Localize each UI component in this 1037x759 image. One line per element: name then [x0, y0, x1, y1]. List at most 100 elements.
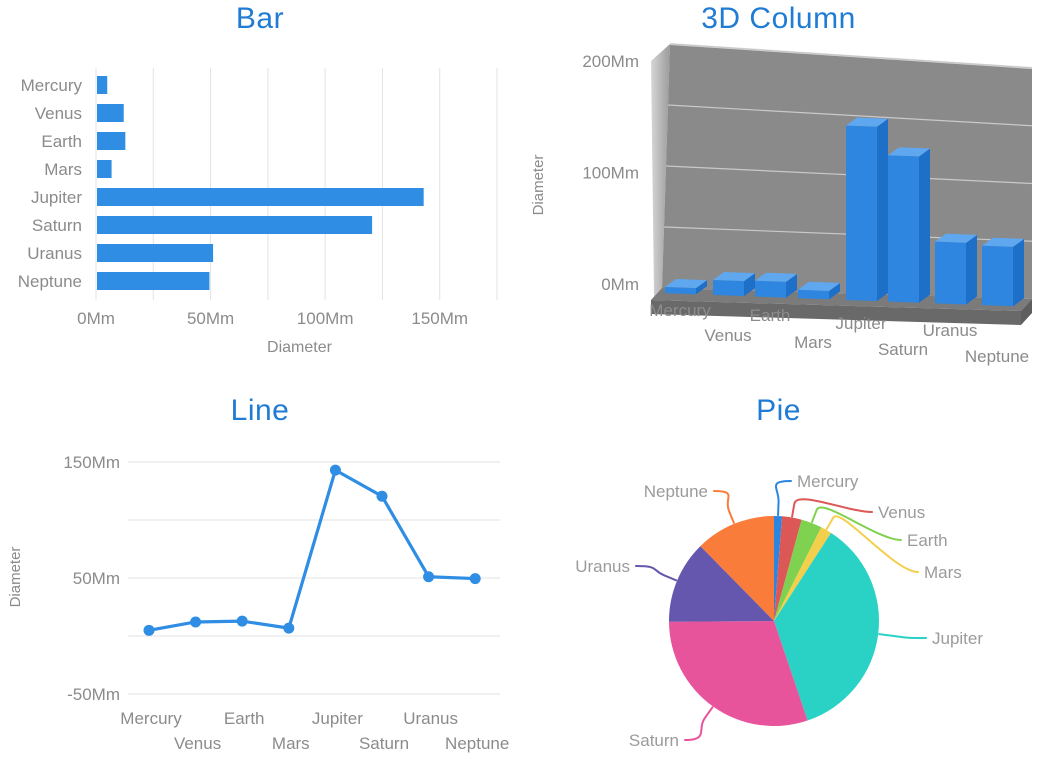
category-label-mars: Mars: [794, 333, 832, 352]
category-label-uranus: Uranus: [923, 321, 978, 340]
category-label-jupiter: Jupiter: [835, 314, 886, 333]
point-mars[interactable]: [283, 622, 295, 634]
bar-venus[interactable]: [97, 104, 124, 122]
pie-leader-venus: [791, 498, 873, 518]
category-label-mercury: Mercury: [21, 76, 83, 95]
pie-chart: Mercury Venus Earth Mars Jupiter Saturn Uranus…: [575, 472, 983, 750]
line-chart-title: Line: [230, 394, 290, 427]
pie-label-venus: Venus: [878, 503, 925, 522]
wall-left-bevel: [651, 44, 670, 297]
point-jupiter[interactable]: [329, 464, 341, 476]
category-label-neptune: Neptune: [18, 272, 82, 291]
pie-leader-jupiter: [878, 633, 927, 639]
point-uranus[interactable]: [423, 571, 435, 583]
y-tick-label: 200Mm: [582, 52, 639, 71]
category-label-mercury: Mercury: [649, 301, 711, 320]
column-neptune-side: [1013, 238, 1024, 307]
pie-slice-mars[interactable]: [774, 527, 832, 621]
column-uranus-top: [935, 233, 977, 243]
point-earth[interactable]: [236, 615, 248, 627]
bar-saturn[interactable]: [97, 216, 373, 234]
point-mercury[interactable]: [143, 624, 155, 636]
category-label-mars: Mars: [44, 160, 82, 179]
gridline: [667, 104, 1033, 127]
y-tick-label: 150Mm: [63, 453, 120, 472]
bar-chart: Mercury Venus Earth Mars Jupiter Saturn Uranus…: [18, 68, 498, 356]
column-earth-side: [786, 273, 797, 298]
pie-slice-mercury[interactable]: [774, 516, 783, 621]
pie-leader-saturn: [684, 706, 714, 741]
column-mercury[interactable]: [665, 287, 696, 295]
bar-jupiter[interactable]: [97, 188, 424, 206]
x-axis-title: Diameter: [267, 339, 333, 356]
column-earth-top: [755, 272, 797, 282]
category-label-saturn: Saturn: [32, 216, 82, 235]
category-label-mercury: Mercury: [120, 709, 182, 728]
column-mars-top: [798, 281, 840, 291]
category-label-venus: Venus: [35, 104, 82, 123]
pie-label-uranus: Uranus: [575, 557, 630, 576]
bar-uranus[interactable]: [97, 244, 214, 262]
point-saturn[interactable]: [376, 490, 388, 502]
pie-label-saturn: Saturn: [629, 731, 679, 750]
bar-neptune[interactable]: [97, 272, 210, 290]
column-mars-side: [829, 282, 840, 300]
pie-chart-title: Pie: [756, 394, 801, 427]
pie-slice-earth[interactable]: [774, 519, 822, 621]
pie-leader-neptune: [713, 490, 735, 524]
category-label-uranus: Uranus: [403, 709, 458, 728]
point-venus[interactable]: [190, 616, 202, 628]
column-uranus-side: [966, 234, 977, 305]
y-axis-title: Diameter: [530, 155, 547, 216]
pie-label-mercury: Mercury: [797, 472, 859, 491]
floor-side: [1021, 299, 1032, 325]
category-label-earth: Earth: [41, 132, 82, 151]
pie-leader-mercury: [774, 480, 792, 517]
bar-mars[interactable]: [97, 160, 112, 178]
x-tick-label: 100Mm: [297, 309, 354, 328]
category-label-mars: Mars: [272, 734, 310, 753]
pie-slice-jupiter[interactable]: [774, 532, 880, 721]
bar-chart-title: Bar: [235, 2, 285, 35]
bar-mercury[interactable]: [97, 76, 108, 94]
category-label-uranus: Uranus: [27, 244, 82, 263]
column-saturn-top: [888, 147, 930, 157]
column-mercury-side: [696, 280, 707, 295]
bar-chart-panel: Bar Mercury Venus Earth Mars Jupiter Saturn Ur…: [0, 0, 520, 380]
x-tick-label: 150Mm: [411, 309, 468, 328]
column-uranus[interactable]: [935, 241, 966, 305]
bar-earth[interactable]: [97, 132, 126, 150]
column3d-chart-panel: 3D Column 0Mm 100Mm 200Mm Diameter Mercury Ve…: [520, 0, 1037, 380]
column-venus[interactable]: [713, 279, 744, 297]
pie-label-mars: Mars: [924, 563, 962, 582]
column-neptune-top: [982, 237, 1024, 247]
pie-slice-neptune[interactable]: [700, 516, 774, 621]
x-tick-label: 0Mm: [77, 309, 115, 328]
column-neptune[interactable]: [982, 245, 1013, 307]
category-label-jupiter: Jupiter: [312, 709, 363, 728]
category-label-neptune: Neptune: [445, 734, 509, 753]
pie-leader-mars: [825, 515, 919, 573]
y-tick-label: 50Mm: [73, 569, 120, 588]
category-label-neptune: Neptune: [965, 347, 1029, 366]
x-tick-label: 50Mm: [187, 309, 234, 328]
y-tick-label: 100Mm: [582, 164, 639, 183]
gridline: [669, 43, 1033, 69]
column-earth[interactable]: [755, 280, 786, 298]
line-series[interactable]: [147, 468, 477, 632]
floor-front: [651, 300, 1021, 325]
column-saturn[interactable]: [888, 155, 919, 303]
y-tick-label: -50Mm: [67, 685, 120, 704]
category-label-earth: Earth: [224, 709, 265, 728]
pie-slice-venus[interactable]: [774, 516, 802, 621]
column-mars[interactable]: [798, 289, 829, 300]
column-jupiter[interactable]: [846, 125, 877, 302]
pie-label-jupiter: Jupiter: [932, 629, 983, 648]
column3d-chart: 0Mm 100Mm 200Mm Diameter Mercury VenusEarthMa…: [530, 43, 1033, 366]
point-neptune[interactable]: [469, 573, 481, 585]
y-tick-label: 0Mm: [601, 275, 639, 294]
pie-slice-saturn[interactable]: [669, 621, 808, 726]
pie-label-earth: Earth: [907, 531, 948, 550]
pie-slice-uranus[interactable]: [668, 546, 774, 622]
